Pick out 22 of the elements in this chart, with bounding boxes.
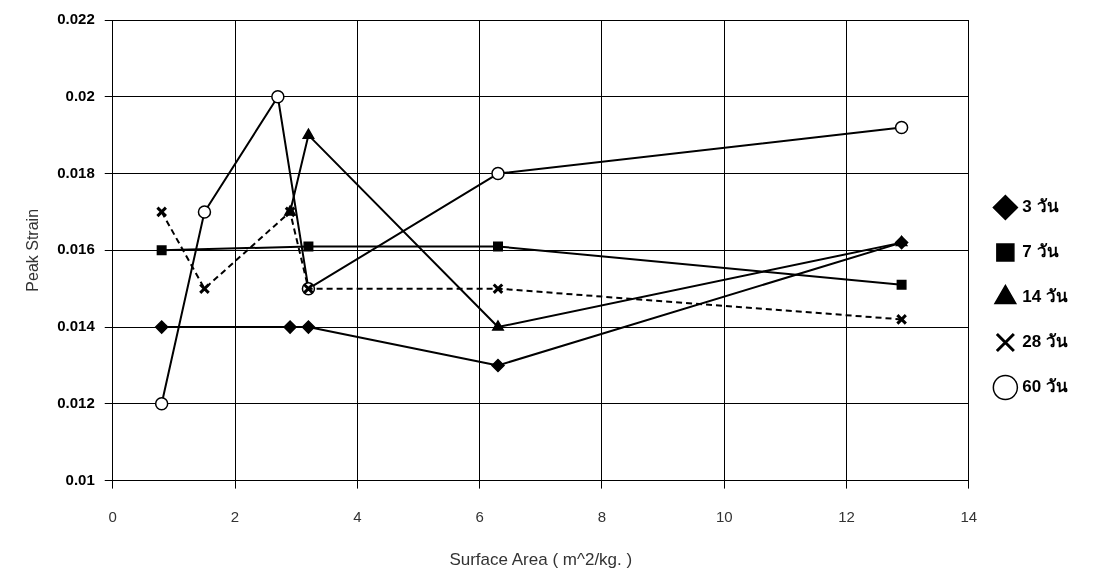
y-tick-label: 0.018 — [57, 163, 95, 181]
x-tick-label: 0 — [108, 507, 117, 525]
y-axis-title: Peak Strain — [24, 208, 42, 292]
y-tick-label: 0.016 — [57, 240, 95, 258]
legend-label: 3 วัน — [1022, 197, 1059, 217]
y-tick-label: 0.02 — [65, 86, 95, 104]
x-axis-title: Surface Area ( m^2/kg. ) — [449, 550, 633, 570]
x-tick-label: 14 — [960, 507, 978, 525]
y-tick-label: 0.012 — [57, 393, 95, 411]
x-tick-label: 10 — [715, 507, 733, 525]
legend-label: 28 วัน — [1022, 332, 1069, 352]
legend-label: 7 วัน — [1022, 242, 1059, 262]
x-tick-label: 4 — [353, 507, 362, 525]
x-tick-label: 6 — [475, 507, 484, 525]
x-tick-label: 8 — [597, 507, 607, 525]
legend-label: 60 วัน — [1022, 377, 1069, 397]
legend-label: 14 วัน — [1022, 287, 1069, 307]
x-tick-label: 2 — [230, 507, 240, 525]
x-tick-label: 12 — [838, 507, 855, 525]
y-tick-label: 0.014 — [57, 317, 96, 335]
y-tick-label: 0.01 — [65, 470, 95, 488]
y-tick-label: 0.022 — [57, 10, 95, 28]
